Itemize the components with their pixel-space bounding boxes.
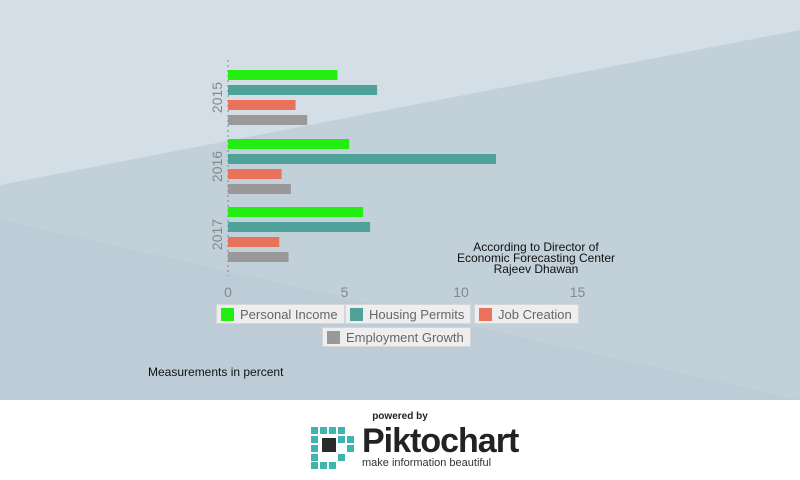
bar-job-creation-2015[interactable] bbox=[228, 100, 296, 110]
x-tick-label: 15 bbox=[570, 284, 586, 300]
legend-label: Housing Permits bbox=[369, 306, 465, 322]
x-tick-label: 5 bbox=[341, 284, 349, 300]
annotation-line: Rajeev Dhawan bbox=[493, 262, 579, 276]
legend-item-housing-permits[interactable]: Housing Permits bbox=[345, 304, 472, 324]
category-label: 2016 bbox=[209, 151, 225, 182]
legend-swatch-personal-income bbox=[221, 307, 234, 321]
bar-personal-income-2017[interactable] bbox=[228, 207, 364, 217]
brand-part: Pikto bbox=[362, 422, 441, 460]
bar-employment-growth-2017[interactable] bbox=[228, 252, 289, 262]
bar-personal-income-2016[interactable] bbox=[228, 139, 350, 149]
bar-housing-permits-2016[interactable] bbox=[228, 154, 496, 164]
legend-swatch-employment-growth bbox=[327, 330, 340, 344]
piktochart-logo-icon[interactable] bbox=[311, 427, 355, 469]
bar-job-creation-2017[interactable] bbox=[228, 237, 280, 247]
legend-swatch-housing-permits bbox=[350, 307, 363, 321]
brand-part: chart bbox=[440, 422, 519, 460]
x-tick-label: 0 bbox=[224, 284, 232, 300]
powered-by-label: powered by bbox=[372, 411, 428, 422]
legend-swatch-job-creation bbox=[479, 307, 492, 321]
units-note: Measurements in percent bbox=[148, 365, 284, 379]
bar-employment-growth-2015[interactable] bbox=[228, 115, 308, 125]
source-annotation: According to Director of Economic Foreca… bbox=[446, 240, 626, 276]
piktochart-wordmark[interactable]: Piktochart bbox=[362, 422, 519, 461]
bar-housing-permits-2015[interactable] bbox=[228, 85, 378, 95]
category-label: 2015 bbox=[209, 82, 225, 113]
bar-housing-permits-2017[interactable] bbox=[228, 222, 371, 232]
bar-job-creation-2016[interactable] bbox=[228, 169, 282, 179]
legend-label: Job Creation bbox=[498, 306, 572, 322]
piktochart-tagline: make information beautiful bbox=[362, 457, 492, 469]
chart-canvas: 2015 2016 2017 0 5 10 15 Personal Income Housi… bbox=[0, 0, 800, 400]
legend-item-employment-growth[interactable]: Employment Growth bbox=[322, 327, 471, 347]
legend-label: Personal Income bbox=[240, 306, 338, 322]
footer: powered by Piktochart make information b… bbox=[0, 400, 800, 480]
annotation-line: According to Director of bbox=[473, 240, 599, 254]
legend-item-job-creation[interactable]: Job Creation bbox=[474, 304, 579, 324]
annotation-line: Economic Forecasting Center bbox=[456, 251, 616, 265]
bar-personal-income-2015[interactable] bbox=[228, 70, 338, 80]
legend-item-personal-income[interactable]: Personal Income bbox=[216, 304, 345, 324]
category-label: 2017 bbox=[209, 219, 225, 250]
bar-employment-growth-2016[interactable] bbox=[228, 184, 291, 194]
legend-label: Employment Growth bbox=[346, 329, 464, 345]
bar-chart: 2015 2016 2017 0 5 10 15 bbox=[209, 60, 586, 300]
x-tick-label: 10 bbox=[453, 284, 469, 300]
